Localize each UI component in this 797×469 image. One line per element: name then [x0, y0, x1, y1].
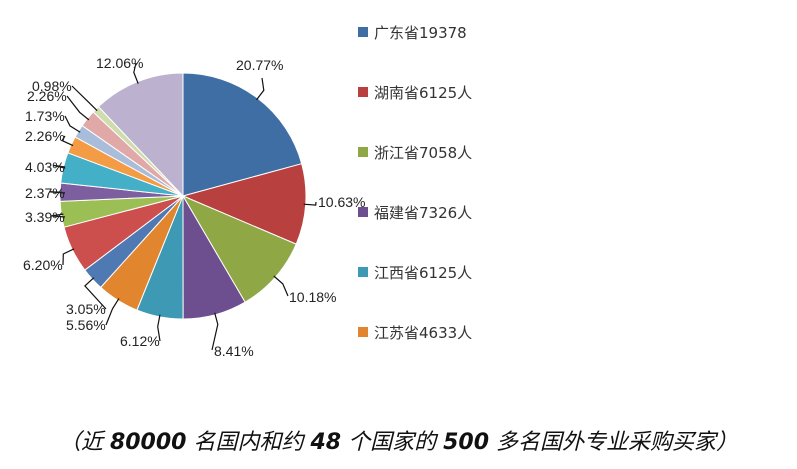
leader-line [303, 201, 317, 206]
leader-line [51, 213, 66, 218]
slice-labels: 20.77% 10.63% 10.18% 8.41% 6.12% 5.56%3.05% 6.… [23, 55, 365, 359]
caption-text-1: 近 [80, 430, 110, 455]
caption-text-2: 名国内和约 [186, 430, 311, 455]
caption-number-3: 500 [443, 430, 490, 455]
slice-label: 6.20% [23, 257, 63, 273]
legend-swatch [358, 207, 368, 217]
leader-line [84, 277, 107, 310]
legend: 广东省19378 湖南省6125人浙江省7058人福建省7326人江西省6125人… [358, 24, 472, 342]
legend-label: 浙江省7058人 [374, 144, 472, 162]
caption: （近 80000 名国内和约 48 个国家的 500 多名国外专业采购买家） [0, 424, 797, 456]
slice-label: 3.39% [25, 209, 65, 225]
legend-swatch [358, 267, 368, 277]
legend-label: 湖南省6125人 [374, 84, 472, 102]
leader-line [256, 77, 265, 101]
slice-label: 2.26% [25, 128, 65, 144]
slice-label: 8.41% [214, 343, 254, 359]
caption-close-paren: ） [716, 430, 739, 455]
legend-swatch [358, 87, 368, 97]
slice-label: 20.77% [236, 57, 283, 73]
caption-open-paren: （ [58, 430, 81, 455]
leader-line [133, 62, 139, 84]
slice-label: 5.56% [66, 317, 106, 333]
legend-swatch [358, 147, 368, 157]
leader-lines [50, 62, 317, 351]
leader-line [53, 164, 66, 169]
slice-label: 12.06% [96, 55, 143, 71]
leader-line [50, 191, 66, 194]
legend-swatch [358, 27, 368, 37]
leader-line [157, 314, 161, 342]
slice-label: 10.63% [318, 194, 365, 210]
leader-line [105, 298, 120, 326]
slice-label: 0.98% [32, 78, 72, 94]
legend-label: 江苏省4633人 [374, 324, 472, 342]
legend-swatch [358, 327, 368, 337]
slice-label: 3.05% [66, 301, 106, 317]
caption-text-4: 多名国外专业采购买家 [489, 430, 717, 455]
slice-label: 4.03% [25, 159, 65, 175]
leader-line [273, 275, 289, 297]
leader-line [66, 95, 90, 121]
slice-label: 10.18% [289, 289, 336, 305]
slice-label: 2.26% [27, 88, 67, 104]
leader-line [61, 135, 74, 147]
leader-line [211, 312, 219, 351]
caption-number-1: 80000 [109, 430, 187, 455]
caption-text-3: 个国家的 [341, 430, 444, 455]
leader-line [62, 248, 75, 266]
legend-label: 福建省7326人 [374, 204, 472, 222]
slice-label: 6.12% [120, 333, 160, 349]
legend-label: 广东省19378 [374, 24, 467, 42]
leader-line [71, 85, 98, 112]
leader-line [64, 115, 81, 133]
legend-label: 江西省6125人 [374, 264, 472, 282]
caption-number-2: 48 [310, 430, 342, 455]
slice-label: 1.73% [25, 108, 65, 124]
slice-label: 2.37% [25, 185, 65, 201]
pie-slices [59, 72, 307, 320]
pie-chart: 20.77% 10.63% 10.18% 8.41% 6.12% 5.56%3.05% 6.… [23, 24, 472, 359]
